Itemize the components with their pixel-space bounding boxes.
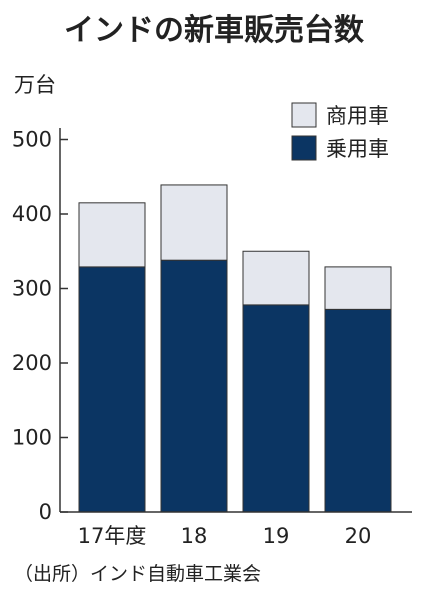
y-tick-label: 500 bbox=[12, 128, 52, 152]
legend-label: 商用車 bbox=[326, 104, 389, 128]
legend-swatch bbox=[291, 135, 317, 161]
bar-passenger-3 bbox=[324, 308, 392, 513]
y-tick-label: 0 bbox=[39, 500, 52, 524]
y-tick-label: 300 bbox=[12, 277, 52, 301]
legend-label: 乗用車 bbox=[326, 137, 389, 161]
bar-passenger-0 bbox=[78, 266, 146, 513]
bar-commercial-2 bbox=[242, 250, 310, 306]
x-tick-label: 19 bbox=[263, 524, 290, 548]
y-axis-unit: 万台 bbox=[14, 73, 56, 97]
bar-passenger-2 bbox=[242, 304, 310, 513]
y-tick-label: 400 bbox=[12, 202, 52, 226]
x-tick-label: 18 bbox=[181, 524, 208, 548]
bar-commercial-0 bbox=[78, 202, 146, 268]
chart-title: インドの新車販売台数 bbox=[64, 13, 365, 48]
y-tick-label: 100 bbox=[12, 426, 52, 450]
x-tick-label: 17年度 bbox=[78, 524, 147, 548]
bars bbox=[78, 184, 392, 513]
bar-commercial-1 bbox=[160, 184, 228, 261]
x-axis: 17年度 18 19 20 bbox=[60, 511, 412, 548]
x-tick-label: 20 bbox=[345, 524, 372, 548]
source-note: （出所）インド自動車工業会 bbox=[14, 563, 261, 585]
y-axis: 0 100 200 300 400 500 bbox=[12, 128, 68, 524]
bar-commercial-3 bbox=[324, 266, 392, 310]
bar-passenger-1 bbox=[160, 259, 228, 513]
y-tick-label: 200 bbox=[12, 351, 52, 375]
legend-swatch bbox=[291, 102, 317, 128]
